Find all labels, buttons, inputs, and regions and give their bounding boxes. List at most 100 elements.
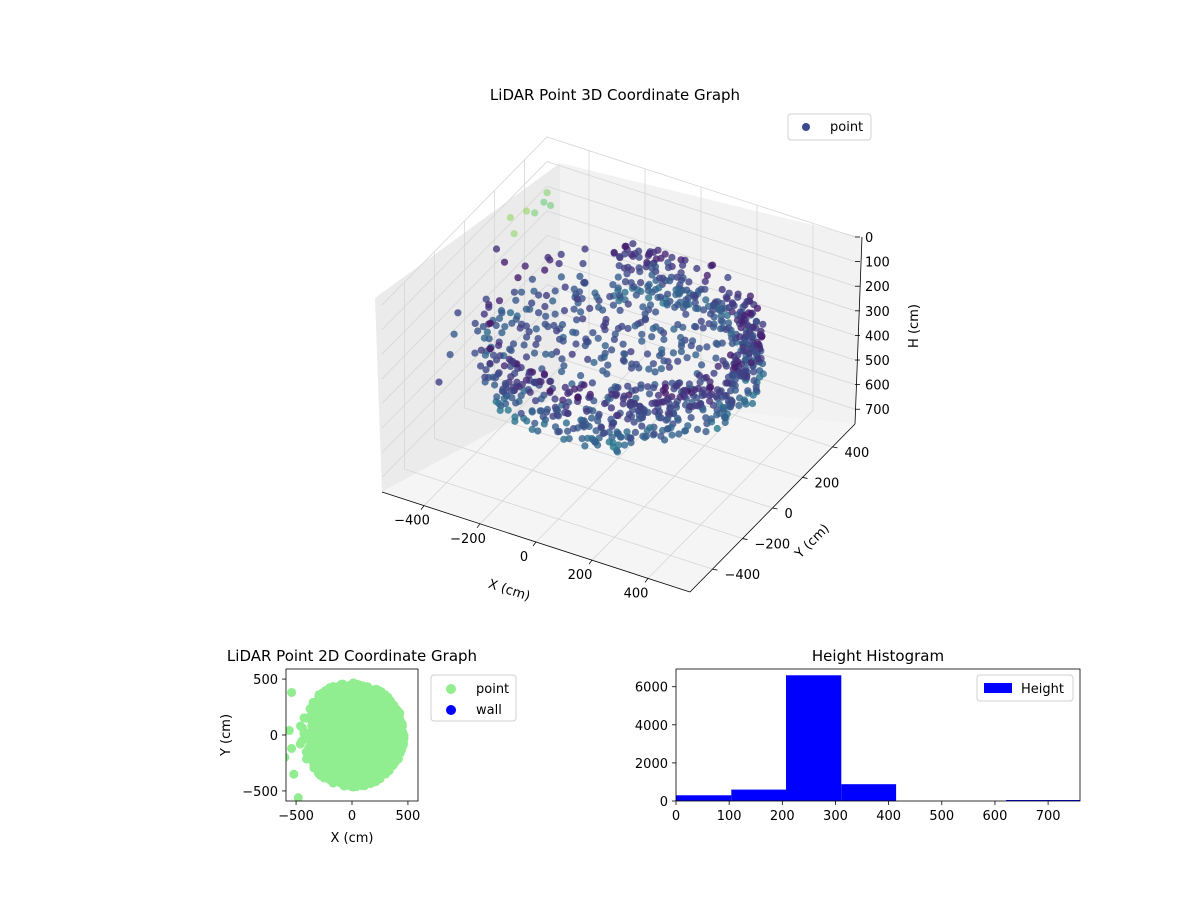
point-3d <box>454 309 462 317</box>
y-tick-mark-3d <box>712 568 718 571</box>
point-3d <box>597 354 605 362</box>
point-3d <box>579 315 587 323</box>
point-3d <box>435 378 443 386</box>
point-3d <box>577 308 585 316</box>
point-3d <box>643 258 651 266</box>
y-tick-mark-3d <box>832 446 838 449</box>
point-3d <box>733 316 742 324</box>
point-3d <box>542 312 550 320</box>
point-3d <box>669 349 678 357</box>
point-2d <box>374 770 383 780</box>
point-3d <box>569 328 577 336</box>
point-3d <box>695 344 704 352</box>
point-3d <box>542 291 551 300</box>
point-2d <box>348 692 358 702</box>
point-2d <box>374 687 384 696</box>
point-3d <box>531 419 539 427</box>
point-3d <box>750 368 758 376</box>
point-3d <box>736 308 744 316</box>
y-tick-label-2d: −500 <box>242 785 278 800</box>
point-3d <box>611 330 619 338</box>
point-3d <box>673 273 681 281</box>
point-3d <box>595 303 603 311</box>
point-3d <box>727 387 735 395</box>
point-2d <box>357 770 366 780</box>
point-3d <box>691 322 699 331</box>
point-3d <box>540 420 548 428</box>
point-3d <box>745 349 753 357</box>
chart-2d: LiDAR Point 2D Coordinate Graph −500−500… <box>219 647 517 846</box>
point-2d <box>337 704 347 714</box>
x-tick-mark-3d <box>532 541 537 547</box>
point-3d <box>722 325 730 334</box>
point-2d <box>355 681 365 690</box>
point-3d <box>663 299 671 307</box>
legend-point-label: point <box>830 120 863 135</box>
legend-point-marker-2d <box>446 684 456 694</box>
point-3d <box>525 328 533 336</box>
point-3d <box>551 287 559 295</box>
left-pane <box>375 163 560 492</box>
point-3d <box>551 310 559 318</box>
point-3d <box>586 304 594 312</box>
point-3d <box>638 422 646 430</box>
grid-line-y-0 <box>404 282 713 570</box>
point-3d <box>648 333 656 341</box>
grid-line-h-3 <box>381 210 856 380</box>
point-3d <box>588 414 596 422</box>
point-3d <box>713 424 721 433</box>
point-3d <box>657 293 665 301</box>
point-3d <box>718 285 726 294</box>
point-3d <box>624 324 632 333</box>
point-3d <box>725 289 733 297</box>
point-3d <box>558 368 566 376</box>
point-3d <box>649 324 657 333</box>
point-3d <box>504 406 512 414</box>
point-3d <box>680 387 688 395</box>
point-2d <box>332 714 342 723</box>
point-3d <box>671 303 679 311</box>
point-3d <box>582 420 590 428</box>
point-3d <box>537 407 545 415</box>
point-3d <box>756 367 764 375</box>
point-3d <box>664 290 672 298</box>
point-3d <box>589 329 597 337</box>
point-3d <box>541 302 549 311</box>
point-2d <box>310 723 320 732</box>
point-3d <box>535 309 543 317</box>
point-3d <box>532 325 540 333</box>
point-3d <box>522 353 531 361</box>
point-3d <box>625 410 633 418</box>
point-2d <box>344 685 354 695</box>
x-tick-mark-3d <box>476 523 481 529</box>
point-3d <box>616 433 625 441</box>
point-3d <box>510 288 518 296</box>
point-3d <box>734 293 742 301</box>
x-tick-mark-3d <box>420 505 425 510</box>
point-3d <box>481 373 489 381</box>
point-3d <box>724 273 732 282</box>
point-3d <box>609 281 617 289</box>
point-3d <box>480 334 488 342</box>
point-3d <box>532 397 540 405</box>
point-2d <box>352 746 362 756</box>
legend-wall-label-2d: wall <box>476 703 502 718</box>
point-3d <box>702 414 710 422</box>
point-3d <box>531 209 539 217</box>
point-2d <box>385 715 395 725</box>
x-axis-label-3d: X (cm) <box>486 577 532 605</box>
point-2d <box>344 736 354 746</box>
x-tick-label-histogram: 500 <box>929 809 954 824</box>
y-axis-label-3d: Y (cm) <box>792 521 833 562</box>
point-3d <box>582 335 590 343</box>
point-3d <box>752 383 760 391</box>
point-3d <box>651 368 659 376</box>
point-3d <box>553 327 561 335</box>
point-3d <box>735 401 743 410</box>
point-3d <box>752 317 760 325</box>
point-2d <box>349 771 359 781</box>
point-3d <box>672 291 680 299</box>
point-3d <box>580 279 588 287</box>
point-3d <box>605 438 613 446</box>
